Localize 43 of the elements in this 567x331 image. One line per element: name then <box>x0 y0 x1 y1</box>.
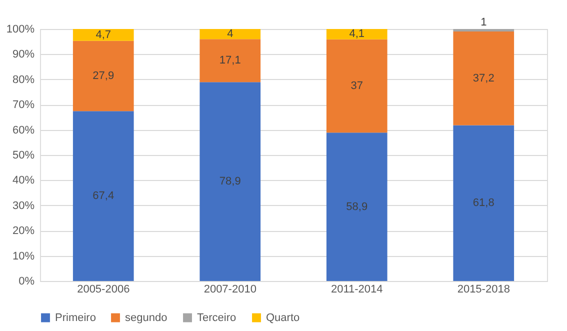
y-tick-label: 80% <box>12 74 35 86</box>
data-label: 67,4 <box>92 190 114 202</box>
bar <box>200 82 261 281</box>
y-tick-label: 10% <box>12 250 35 262</box>
data-label: 61,8 <box>472 197 494 210</box>
y-tick-label: 70% <box>12 99 35 112</box>
bar <box>200 29 261 40</box>
data-label: 58,9 <box>346 200 368 213</box>
y-tick-label: 40% <box>12 174 35 187</box>
bar <box>326 29 388 40</box>
data-label: 37 <box>350 80 363 92</box>
y-tick-label: 30% <box>12 200 35 212</box>
y-tick-label: 50% <box>12 150 35 162</box>
x-tick-label: 2005-2006 <box>77 284 130 296</box>
legend-label: Terceiro <box>197 312 236 324</box>
legend-label: Quarto <box>266 312 300 324</box>
legend-label: Primeiro <box>55 312 96 324</box>
bar <box>72 29 134 41</box>
data-label: 27,9 <box>92 70 114 82</box>
bar <box>326 39 388 133</box>
legend-label: segundo <box>125 312 168 324</box>
bar <box>72 40 134 112</box>
data-label: 4,1 <box>349 28 365 40</box>
bar <box>200 39 261 82</box>
bar <box>453 29 514 32</box>
bar <box>453 32 514 126</box>
y-tick-label: 0% <box>18 276 35 288</box>
data-label: 78,9 <box>219 176 241 188</box>
y-tick-label: 100% <box>6 24 35 36</box>
data-label: 37,2 <box>472 72 494 84</box>
data-label: 1 <box>480 16 487 29</box>
y-tick-label: 90% <box>12 48 35 61</box>
x-tick-label: 2015-2018 <box>457 284 510 296</box>
bar <box>326 132 388 281</box>
y-tick-label: 20% <box>12 225 35 238</box>
bar <box>453 125 514 281</box>
y-tick-label: 60% <box>12 124 35 136</box>
bar <box>72 111 134 281</box>
x-tick-label: 2007-2010 <box>204 284 256 296</box>
data-label: 17,1 <box>219 54 241 67</box>
x-tick-label: 2011-2014 <box>330 284 383 296</box>
data-label: 4,7 <box>96 28 112 41</box>
data-label: 4 <box>227 28 234 40</box>
